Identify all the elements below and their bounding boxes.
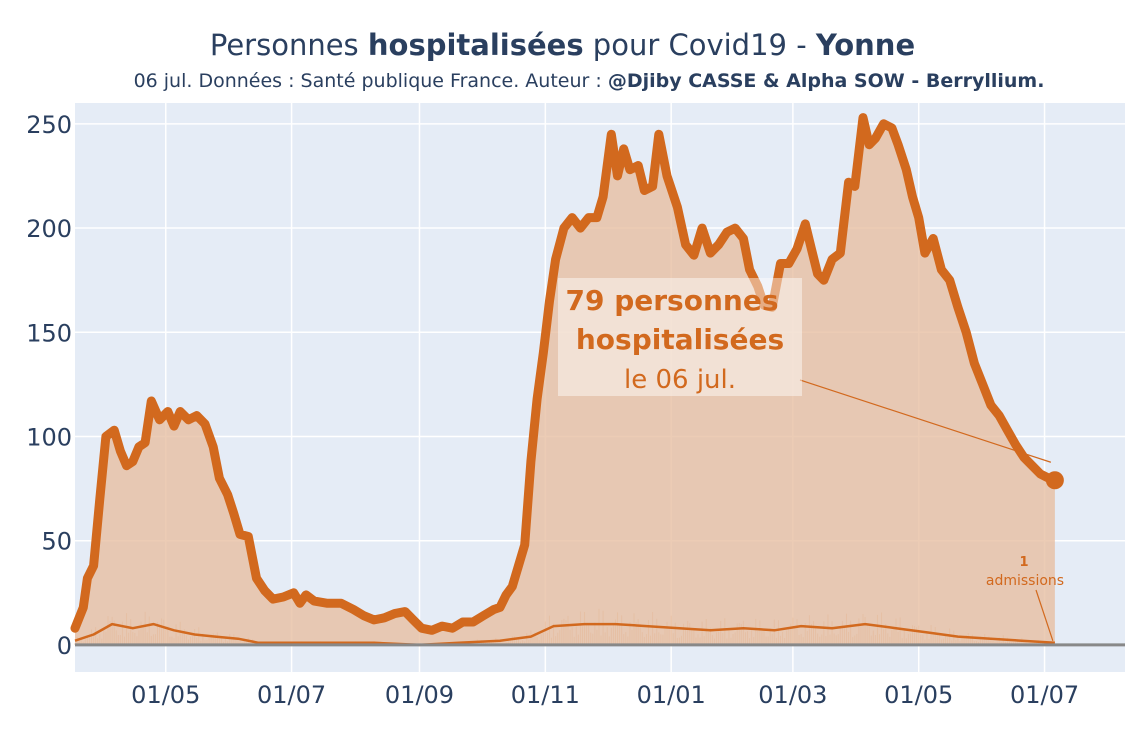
- y-tick-label: 150: [26, 319, 72, 347]
- title-prefix: Personnes: [209, 28, 368, 62]
- x-tick-label: 01/07: [1010, 681, 1079, 709]
- annotation-line1: 79 personnes: [566, 284, 779, 317]
- title-region: Yonne: [815, 28, 916, 62]
- y-tick-label: 250: [26, 111, 72, 139]
- x-tick-label: 01/05: [131, 681, 200, 709]
- title-middle: pour Covid19 -: [583, 28, 816, 62]
- x-tick-label: 01/11: [511, 681, 580, 709]
- last-value-marker: [1045, 471, 1064, 490]
- admissions-value: 1: [1019, 555, 1028, 570]
- y-tick-label: 100: [26, 423, 72, 451]
- annotation-arrow: [799, 379, 1052, 463]
- y-tick-label: 0: [57, 632, 72, 660]
- subtitle-authors: @Djiby CASSE & Alpha SOW - Berryllium.: [607, 70, 1045, 92]
- annotation-admissions: 1 admissions: [986, 555, 1064, 642]
- annotation-box: [558, 278, 802, 396]
- annotation-main: 79 personnes hospitalisées le 06 jul.: [558, 278, 802, 396]
- x-tick-label: 01/09: [385, 681, 454, 709]
- x-tick-label: 01/01: [637, 681, 706, 709]
- annotation-line2: hospitalisées: [576, 323, 784, 356]
- chart-title: Personnes hospitalisées pour Covid19 - Y…: [0, 28, 1125, 62]
- y-axis: 0 50 100 150 200 250: [26, 111, 72, 660]
- title-bold: hospitalisées: [367, 28, 584, 62]
- subtitle-text: 06 jul. Données : Santé publique France.…: [133, 70, 608, 92]
- annotation-line3: le 06 jul.: [624, 365, 736, 395]
- hospitalisation-line: [70, 113, 1060, 635]
- y-tick-label: 200: [26, 215, 72, 243]
- admissions-label: admissions: [986, 573, 1064, 589]
- x-axis: 01/05 01/07 01/09 01/11 01/01 01/03 01/05 01/07: [131, 681, 1079, 709]
- admissions-arrow: [1035, 589, 1054, 642]
- x-tick-label: 01/05: [884, 681, 953, 709]
- y-tick-label: 50: [41, 528, 72, 556]
- chart-subtitle: 06 jul. Données : Santé publique France.…: [0, 70, 1125, 92]
- x-tick-label: 01/03: [758, 681, 827, 709]
- admissions-line: [74, 622, 1055, 647]
- x-tick-label: 01/07: [257, 681, 326, 709]
